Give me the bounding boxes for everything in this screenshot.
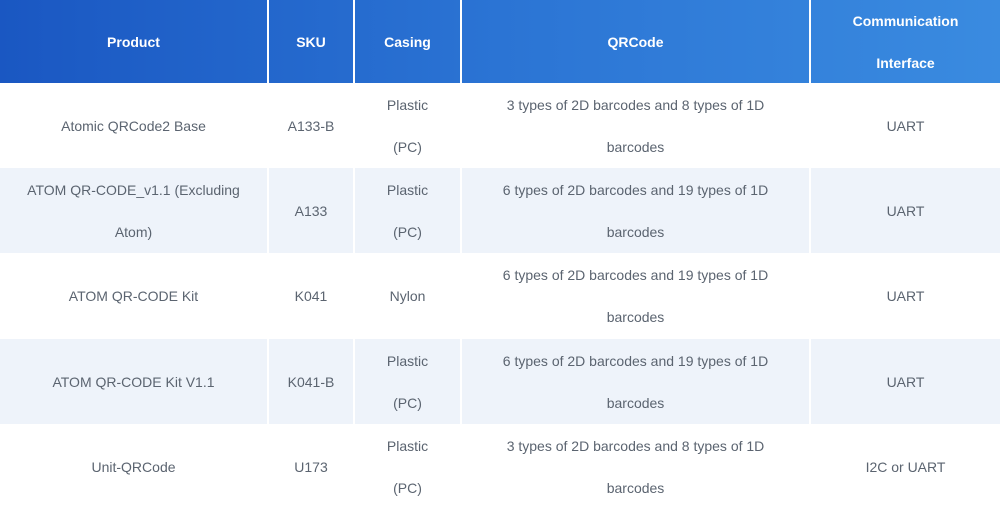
cell-qrcode: 6 types of 2D barcodes and 19 types of 1… xyxy=(462,339,811,424)
header-qrcode: QRCode xyxy=(462,0,811,83)
cell-interface: UART xyxy=(811,168,1000,253)
cell-qrcode: 6 types of 2D barcodes and 19 types of 1… xyxy=(462,253,811,339)
cell-product: Unit-QRCode xyxy=(0,424,269,509)
cell-casing: Plastic (PC) xyxy=(355,424,462,509)
cell-qrcode: 3 types of 2D barcodes and 8 types of 1D… xyxy=(462,83,811,168)
cell-interface: I2C or UART xyxy=(811,424,1000,509)
cell-product: ATOM QR-CODE_v1.1 (Excluding Atom) xyxy=(0,168,269,253)
cell-sku: U173 xyxy=(269,424,355,509)
cell-sku: K041 xyxy=(269,253,355,339)
cell-qrcode: 3 types of 2D barcodes and 8 types of 1D… xyxy=(462,424,811,509)
cell-sku: A133-B xyxy=(269,83,355,168)
cell-casing: Plastic (PC) xyxy=(355,168,462,253)
cell-interface: UART xyxy=(811,83,1000,168)
cell-sku: A133 xyxy=(269,168,355,253)
cell-product: ATOM QR-CODE Kit V1.1 xyxy=(0,339,269,424)
header-communication-interface: Communication Interface xyxy=(811,0,1000,83)
cell-casing: Plastic (PC) xyxy=(355,83,462,168)
cell-product: ATOM QR-CODE Kit xyxy=(0,253,269,339)
cell-interface: UART xyxy=(811,253,1000,339)
cell-casing: Plastic (PC) xyxy=(355,339,462,424)
cell-qrcode: 6 types of 2D barcodes and 19 types of 1… xyxy=(462,168,811,253)
cell-interface: UART xyxy=(811,339,1000,424)
header-casing: Casing xyxy=(355,0,462,83)
header-sku: SKU xyxy=(269,0,355,83)
cell-product: Atomic QRCode2 Base xyxy=(0,83,269,168)
cell-sku: K041-B xyxy=(269,339,355,424)
cell-casing: Nylon xyxy=(355,253,462,339)
header-product: Product xyxy=(0,0,269,83)
